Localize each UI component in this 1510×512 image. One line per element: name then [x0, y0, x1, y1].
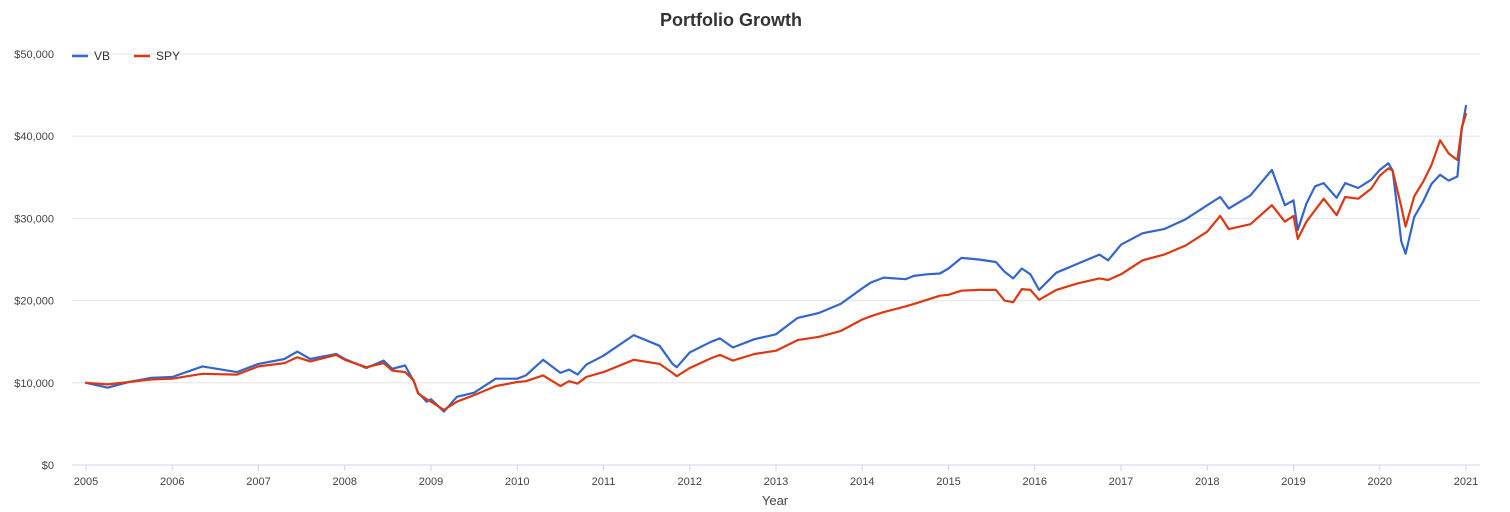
y-tick-label: $50,000: [14, 49, 54, 61]
legend-label: SPY: [156, 49, 180, 63]
series-line-spy: [84, 112, 1468, 411]
x-tick-label: 2010: [505, 476, 529, 488]
legend-item-vb[interactable]: VB: [72, 49, 110, 63]
legend-item-spy[interactable]: SPY: [134, 49, 180, 63]
y-tick-label: $30,000: [14, 213, 54, 225]
x-tick-label: 2018: [1195, 476, 1219, 488]
axis-layer: $0 $10,000 $20,000 $30,000 $40,000 $50,000 200…: [14, 49, 1480, 488]
x-tick-label: 2011: [592, 476, 616, 488]
x-tick-label: 2005: [74, 476, 98, 488]
x-tick-label: 2007: [246, 476, 270, 488]
chart-title: Portfolio Growth: [660, 10, 802, 30]
y-tick-label: $20,000: [14, 296, 54, 308]
x-tick-label: 2014: [850, 476, 874, 488]
y-tick-label: $10,000: [14, 378, 54, 390]
legend-label: VB: [94, 49, 110, 63]
series-layer: [84, 104, 1468, 413]
legend[interactable]: VB SPY: [72, 49, 180, 63]
x-tick-label: 2006: [160, 476, 184, 488]
x-tick-label: 2013: [764, 476, 788, 488]
series-line-vb: [84, 104, 1468, 413]
x-tick-label: 2019: [1281, 476, 1305, 488]
x-tick-label: 2016: [1023, 476, 1047, 488]
x-tick-label: 2009: [419, 476, 443, 488]
grid-layer: [72, 53, 1480, 384]
x-tick-label: 2015: [936, 476, 960, 488]
x-tick-label: 2021: [1454, 476, 1478, 488]
x-tick-label: 2008: [333, 476, 357, 488]
x-tick-label: 2012: [678, 476, 702, 488]
y-tick-label: $0: [42, 460, 54, 472]
x-tick-label: 2020: [1368, 476, 1392, 488]
y-tick-label: $40,000: [14, 131, 54, 143]
x-axis-label: Year: [762, 493, 789, 508]
x-tick-label: 2017: [1109, 476, 1133, 488]
